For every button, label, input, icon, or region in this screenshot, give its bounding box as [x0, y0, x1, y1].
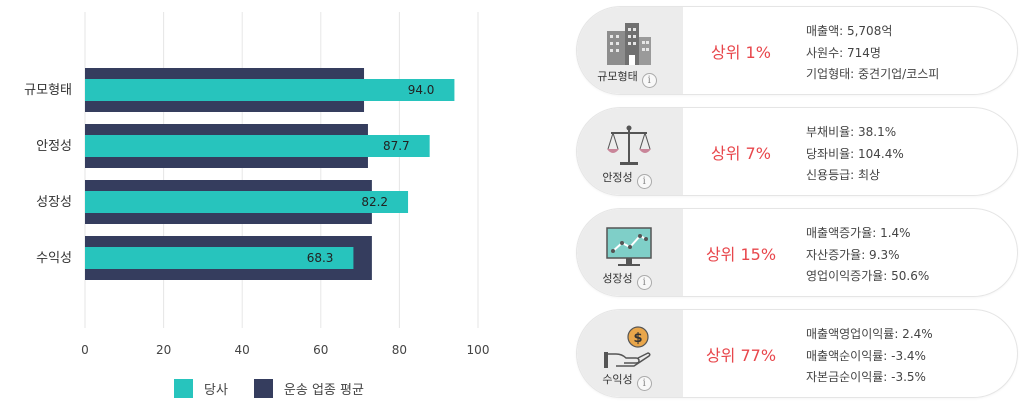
- card-title: 성장성: [602, 272, 633, 285]
- legend-item-company[interactable]: 당사: [174, 379, 228, 398]
- card-title: 안정성: [602, 171, 633, 184]
- x-tick-label: 40: [235, 343, 250, 357]
- detail-line: 사원수: 714명: [806, 45, 881, 60]
- info-icon[interactable]: i: [636, 275, 652, 290]
- money-hand-icon: $: [604, 326, 651, 368]
- detail-line: 영업이익증가율: 50.6%: [806, 269, 930, 283]
- x-tick-label: 100: [467, 343, 490, 357]
- legend-swatch-company: [174, 379, 193, 398]
- detail-line: 당좌비율: 104.4%: [806, 146, 904, 161]
- buildings-icon: [607, 23, 651, 65]
- bar-company[interactable]: [85, 79, 455, 101]
- card-details: 매출액: 5,708억 사원수: 714명 기업형태: 중견기업/코스피: [806, 21, 939, 86]
- bar-company[interactable]: [85, 191, 409, 213]
- card-label: 수익성 i: [577, 371, 677, 391]
- card-profitability: $ 수익성 i 상위 77% 매출액영업이익률: 2.4% 매출액순이익률: -3…: [576, 309, 1018, 398]
- detail-line: 부채비율: 38.1%: [806, 125, 897, 139]
- card-details: 부채비율: 38.1% 당좌비율: 104.4% 신용등급: 최상: [806, 122, 904, 187]
- card-icon-panel: $ 수익성 i: [577, 310, 683, 397]
- card-scale: 규모형태 i 상위 1% 매출액: 5,708억 사원수: 714명 기업형태: …: [576, 6, 1018, 95]
- detail-line: 매출액: 5,708억: [806, 24, 893, 38]
- x-tick-label: 60: [313, 343, 328, 357]
- y-category-label: 안정성: [36, 139, 72, 154]
- card-title: 수익성: [602, 373, 633, 386]
- x-tick-label: 80: [392, 343, 407, 357]
- y-category-label: 수익성: [36, 251, 72, 266]
- detail-line: 자산증가율: 9.3%: [806, 247, 900, 262]
- rank-value: 상위 1%: [711, 42, 771, 62]
- bar-company[interactable]: [85, 135, 430, 157]
- detail-line: 신용등급: 최상: [806, 168, 881, 182]
- rank-value: 상위 7%: [711, 143, 771, 163]
- x-tick-label: 0: [81, 343, 89, 357]
- detail-line: 매출액증가율: 1.4%: [806, 226, 911, 240]
- x-tick-label: 20: [156, 343, 171, 357]
- bar-chart: 0 20 40 60 80 100 94.0 규모형태 87.7 안정성 82.2 성장성 68.3 수익…: [24, 12, 490, 357]
- chart-legend: 당사 운송 업종 평균: [174, 379, 390, 398]
- card-label: 규모형태 i: [577, 68, 677, 88]
- bar-data-label: 94.0: [408, 83, 435, 97]
- detail-line: 자본금순이익률: -3.5%: [806, 370, 926, 384]
- card-icon-panel: 규모형태 i: [577, 7, 683, 94]
- rank-value: 상위 77%: [705, 345, 777, 365]
- card-label: 성장성 i: [577, 270, 677, 290]
- detail-line: 매출액순이익률: -3.4%: [806, 348, 926, 363]
- card-title: 규모형태: [597, 70, 638, 83]
- card-details: 매출액영업이익률: 2.4% 매출액순이익률: -3.4% 자본금순이익률: -…: [806, 324, 933, 389]
- card-details: 매출액증가율: 1.4% 자산증가율: 9.3% 영업이익증가율: 50.6%: [806, 223, 929, 288]
- detail-line: 매출액영업이익률: 2.4%: [806, 327, 933, 341]
- card-label: 안정성 i: [577, 169, 677, 189]
- bar-data-label: 87.7: [383, 139, 410, 153]
- card-stability: 안정성 i 상위 7% 부채비율: 38.1% 당좌비율: 104.4% 신용등급…: [576, 107, 1018, 196]
- bar-data-label: 82.2: [361, 195, 388, 209]
- legend-label-company: 당사: [204, 383, 228, 398]
- card-icon-panel: 안정성 i: [577, 108, 683, 195]
- y-category-label: 성장성: [36, 195, 72, 210]
- card-icon-panel: 성장성 i: [577, 209, 683, 296]
- info-icon[interactable]: i: [636, 376, 652, 391]
- legend-item-industry[interactable]: 운송 업종 평균: [253, 379, 364, 398]
- balance-scale-icon: [607, 125, 651, 165]
- legend-swatch-industry: [253, 379, 273, 398]
- y-category-label: 규모형태: [24, 83, 72, 98]
- bar-data-label: 68.3: [307, 251, 334, 265]
- detail-line: 기업형태: 중견기업/코스피: [806, 67, 940, 81]
- growth-monitor-icon: [606, 227, 652, 266]
- info-icon[interactable]: i: [636, 174, 652, 189]
- legend-label-industry: 운송 업종 평균: [283, 383, 364, 398]
- svg-text:$: $: [633, 331, 642, 346]
- info-icon[interactable]: i: [641, 73, 657, 88]
- rank-value: 상위 15%: [705, 244, 777, 264]
- bar-company[interactable]: [85, 247, 354, 269]
- card-growth: 성장성 i 상위 15% 매출액증가율: 1.4% 자산증가율: 9.3% 영업이…: [576, 208, 1018, 297]
